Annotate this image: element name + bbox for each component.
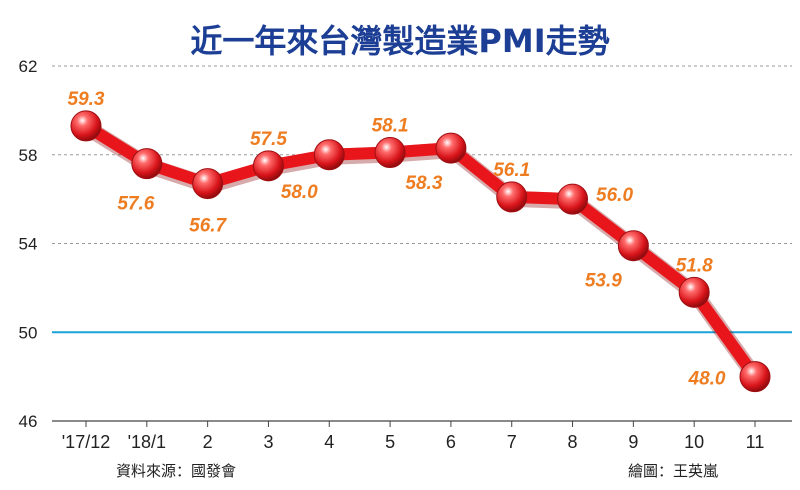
y-axis: 46 50 54 58 62 — [19, 57, 38, 431]
data-label: 58.0 — [281, 182, 318, 203]
y-tick-label: 46 — [19, 412, 38, 431]
x-axis: '17/12 '18/1 2 3 4 5 6 7 8 9 10 11 — [62, 421, 765, 452]
x-tick-label: 4 — [324, 432, 334, 452]
data-label: 57.5 — [250, 129, 287, 150]
y-tick-label: 62 — [19, 57, 38, 76]
data-point — [313, 139, 345, 171]
data-label: 57.6 — [117, 194, 154, 215]
series-line-path — [80, 119, 761, 383]
series-line — [79, 119, 765, 387]
data-label: 58.1 — [372, 116, 409, 137]
x-tick-label: 11 — [746, 432, 765, 452]
x-tick-label: 8 — [568, 432, 578, 452]
data-point — [131, 148, 163, 180]
y-tick-label: 58 — [19, 146, 38, 165]
grid-lines — [52, 65, 792, 422]
data-label: 48.0 — [688, 369, 726, 390]
data-point — [435, 132, 467, 164]
data-point — [374, 137, 406, 169]
x-tick-label: '18/1 — [128, 432, 166, 452]
x-tick-label: 5 — [385, 432, 395, 452]
data-point — [617, 230, 649, 262]
data-point — [70, 110, 102, 142]
data-label: 53.9 — [585, 271, 622, 292]
data-point — [739, 361, 771, 393]
y-tick-label: 50 — [19, 323, 38, 342]
x-tick-label: 9 — [628, 432, 638, 452]
x-tick-label: 2 — [203, 432, 213, 452]
data-label: 59.3 — [68, 89, 105, 110]
y-tick-label: 54 — [19, 235, 38, 254]
data-labels: 59.3 57.6 56.7 57.5 58.0 58.1 58.3 56.1 56.0 53.9… — [68, 89, 726, 390]
source-note: 資料來源：國發會 — [116, 462, 236, 480]
data-point — [252, 150, 284, 182]
data-point — [678, 276, 710, 308]
x-tick-label: 3 — [263, 432, 273, 452]
credit-note: 繪圖：王英嵐 — [628, 462, 718, 480]
data-point — [496, 181, 528, 213]
x-tick-label: 6 — [446, 432, 456, 452]
data-label: 56.7 — [189, 216, 227, 237]
chart-title: 近一年來台灣製造業PMI走勢 — [190, 22, 609, 60]
data-point — [192, 168, 224, 200]
series-line-shadow — [79, 119, 765, 387]
x-tick-label: '17/12 — [62, 432, 110, 452]
data-label: 56.0 — [596, 185, 633, 206]
data-label: 56.1 — [493, 160, 530, 181]
data-point — [557, 183, 589, 215]
x-tick-label: 10 — [684, 432, 704, 452]
x-tick-label: 7 — [507, 432, 517, 452]
data-label: 51.8 — [676, 255, 713, 276]
series-markers — [70, 110, 771, 393]
data-label: 58.3 — [405, 173, 442, 194]
